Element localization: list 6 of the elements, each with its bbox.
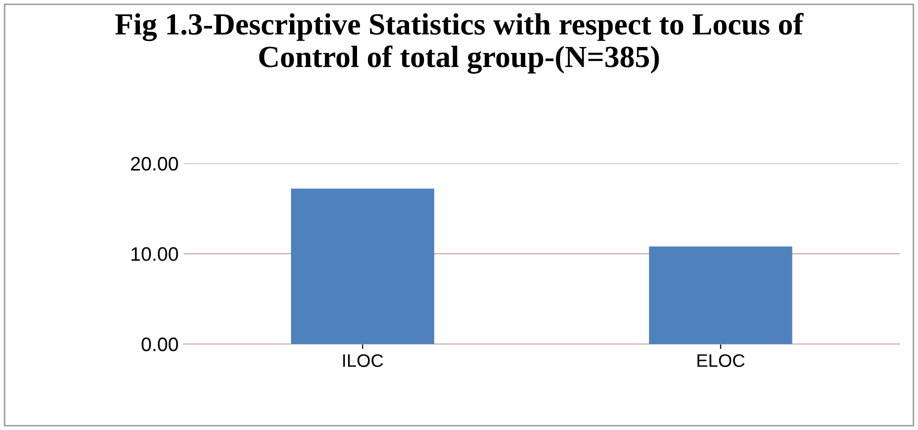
y-tick-label: 10.00 <box>132 247 178 261</box>
chart-title: Fig 1.3-Descriptive Statistics with respect to Locus of Control of total group-(N=385) <box>115 12 804 74</box>
y-tick-label: 0.00 <box>142 337 178 352</box>
x-tick-label: ELOC <box>698 354 745 367</box>
x-tick-label: ILOC <box>343 354 383 367</box>
y-tick-label: 20.00 <box>131 156 178 171</box>
